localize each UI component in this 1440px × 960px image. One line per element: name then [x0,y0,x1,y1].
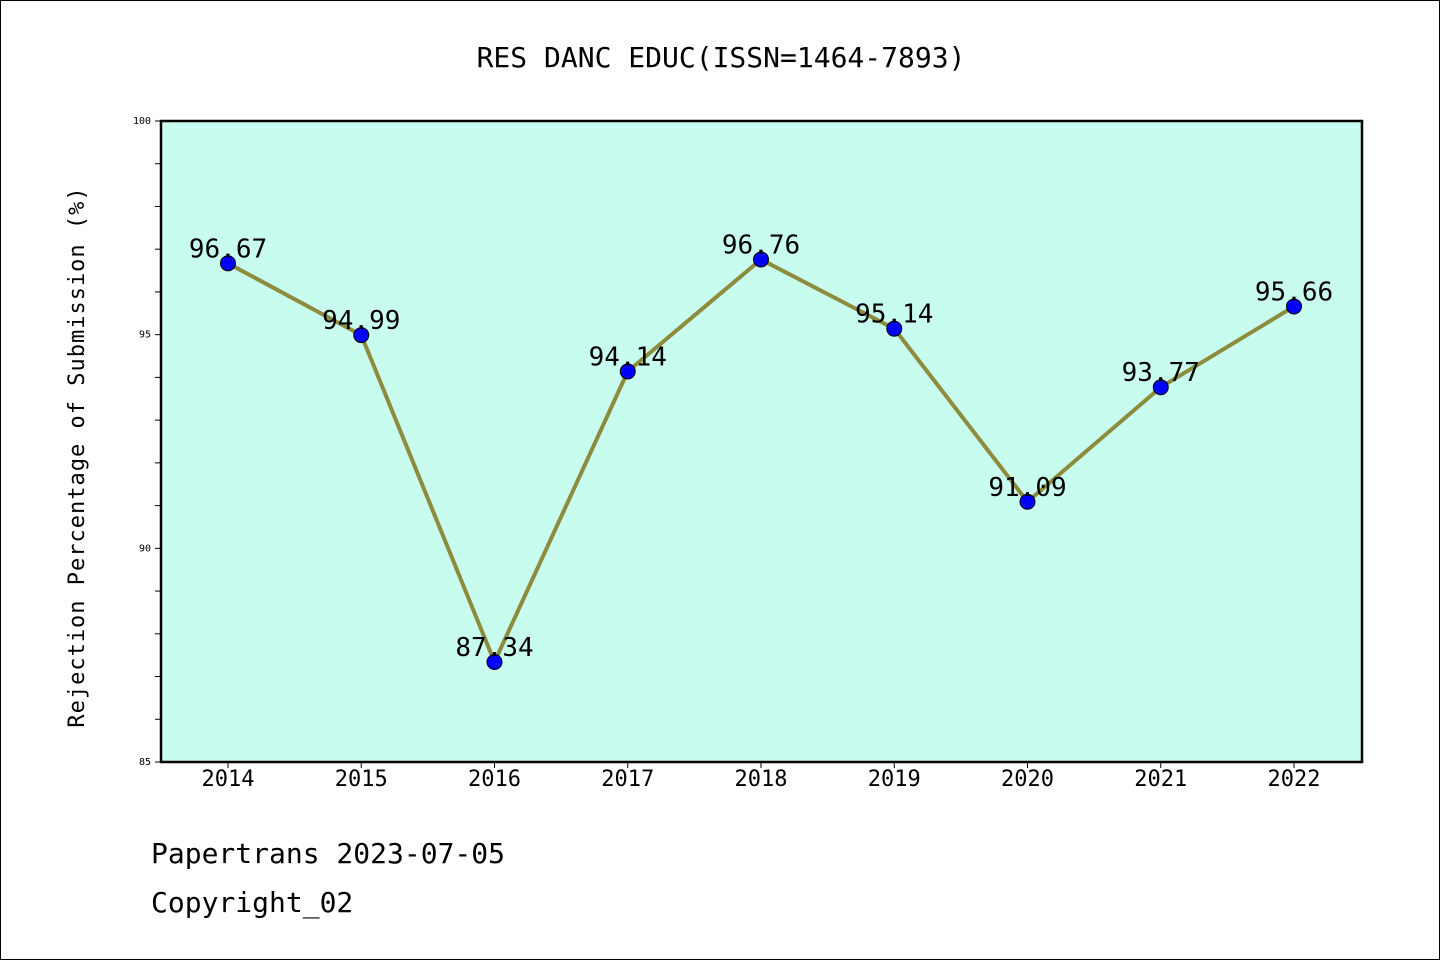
footer-date-text: Papertrans 2023-07-05 [151,837,506,870]
data-series [220,251,1302,671]
x-tick-label: 2021 [1134,767,1187,792]
data-label: 87.34 [455,633,533,663]
y-axis-ticks: 85 90 95 100 [133,116,161,768]
data-point [886,320,903,337]
plot-area [161,121,1362,762]
x-tick-label: 2019 [868,767,921,792]
x-tick-label: 2022 [1268,767,1321,792]
x-axis-ticks: 2014 2015 2016 2017 2018 2019 2020 2021 2022 [202,762,1321,792]
data-label: 94.14 [589,342,667,372]
y-axis-label: Rejection Percentage of Submission (%) [65,186,90,727]
data-label: 96.76 [722,230,800,260]
y-tick-label: 90 [139,543,151,554]
data-label: 95.14 [855,300,933,330]
data-label: 95.66 [1255,277,1333,307]
data-point [486,654,503,671]
data-label: 94.99 [322,306,400,336]
data-point [353,327,370,344]
y-tick-label: 100 [133,116,151,127]
x-tick-label: 2018 [735,767,788,792]
data-point [220,255,236,272]
chart-title: RES DANC EDUC(ISSN=1464-7893) [477,41,966,74]
data-labels: 96.67 94.99 87.34 94.14 96.76 95.14 91.09 93.77… [189,230,1333,663]
x-tick-label: 2020 [1001,767,1054,792]
data-point [1019,493,1036,510]
data-label: 96.67 [189,234,267,264]
x-tick-label: 2016 [468,767,521,792]
data-point [1152,379,1169,396]
data-label: 93.77 [1122,358,1200,388]
data-point [753,251,769,268]
footer-copyright-text: Copyright_02 [151,886,354,919]
y-tick-label: 85 [139,757,151,768]
data-point [619,363,636,380]
plot-frame [159,119,1364,764]
x-tick-label: 2014 [202,767,255,792]
x-tick-label: 2017 [601,767,654,792]
data-point [1286,298,1302,315]
x-tick-label: 2015 [335,767,388,792]
data-label: 91.09 [988,473,1066,503]
y-tick-label: 95 [139,330,151,341]
